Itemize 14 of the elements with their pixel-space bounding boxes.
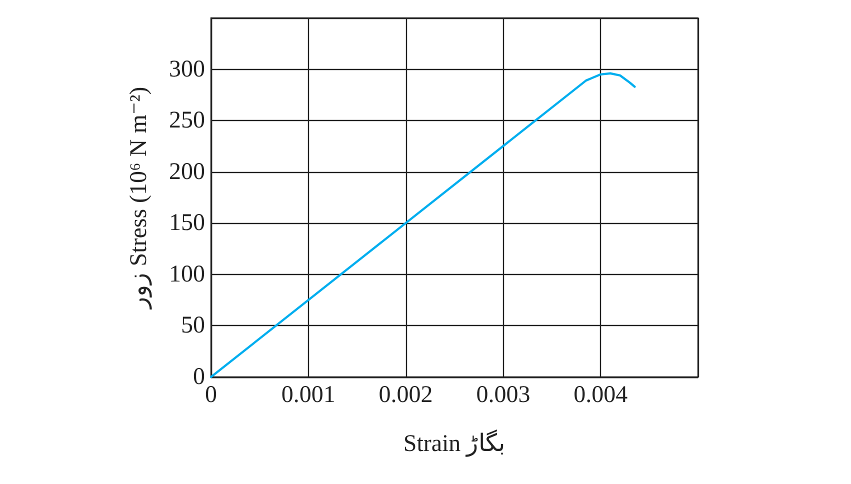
y-tick-label: 100 xyxy=(169,261,205,288)
y-tick-label: 50 xyxy=(181,312,205,339)
x-axis-title: Strain بگاڑ xyxy=(403,429,506,457)
y-tick-label: 300 xyxy=(169,56,205,82)
y-tick-label: 150 xyxy=(169,210,205,236)
y-axis-title: زور Stress (10⁶ N m⁻²) xyxy=(126,86,152,310)
x-tick-label: 0.001 xyxy=(281,382,336,408)
x-tick-label: 0.002 xyxy=(378,382,433,408)
line-series xyxy=(210,72,636,378)
y-tick-label: 200 xyxy=(169,158,205,185)
x-tick-label: 0.003 xyxy=(476,382,530,408)
y-tick-label: 250 xyxy=(169,108,205,134)
x-tick-label: 0.004 xyxy=(574,382,628,408)
y-tick-label: 0 xyxy=(193,364,205,390)
